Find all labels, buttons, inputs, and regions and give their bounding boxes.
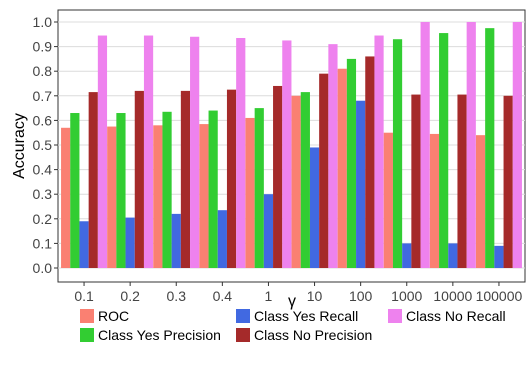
bar [208,110,218,268]
x-tick-label: 0.2 [120,288,140,304]
bar [190,36,200,269]
bar [217,210,227,268]
bar [236,37,246,268]
bar [134,90,144,268]
bar [374,35,384,268]
bar [180,90,191,268]
bar [254,108,264,268]
bar [273,85,283,269]
legend-label: Class Yes Recall [254,308,358,324]
x-axis: 0.1 0.2 0.3 0.4 1 10 100 1000 10000 100000 [74,282,523,304]
bar [383,132,393,268]
legend-label: Class No Precision [254,327,372,343]
y-tick-label: 0.3 [33,186,53,202]
legend-label: Class No Recall [406,308,506,324]
bar [291,95,301,268]
y-axis-title: Accuracy [11,113,28,179]
bar [88,92,98,268]
bar [439,33,449,268]
bar [475,135,486,268]
bar [79,221,89,268]
bar [263,194,274,268]
bar [309,147,320,268]
y-axis: 0.0 0.1 0.2 0.3 0.4 0.5 0.6 0.7 0.8 0.9 1.0 [33,14,58,276]
bars-group [61,22,522,269]
bar [245,117,255,268]
bar [300,92,310,268]
x-tick-label: 10 [307,288,323,304]
bar [356,100,366,268]
x-tick-label: 100 [349,288,373,304]
y-tick-label: 0.2 [33,211,53,227]
bar [392,39,403,268]
x-tick-label: 1 [265,288,273,304]
x-axis-title: γ [288,293,296,310]
y-tick-label: 0.8 [33,63,53,79]
y-tick-label: 0.6 [33,112,53,128]
bar [365,56,375,268]
bar [319,73,329,268]
bar [494,245,504,268]
legend-swatch [388,309,402,323]
bar [61,127,71,268]
y-tick-label: 0.7 [33,88,53,104]
bar [512,22,522,268]
bar [420,22,430,268]
bar [448,243,458,268]
bar [466,22,476,268]
bar [402,243,412,268]
bar [337,68,347,269]
legend-label: Class Yes Precision [98,327,221,343]
legend-swatch [80,328,94,342]
bar [429,133,440,268]
bar [346,58,357,269]
legend-swatch [236,328,250,342]
legend: ROC Class Yes Precision Class Yes Recall Cl… [80,308,506,343]
bar [226,89,237,269]
bar [116,113,126,269]
y-tick-label: 0.1 [33,235,53,251]
bar [503,95,513,268]
y-tick-label: 0.9 [33,39,53,55]
y-tick-label: 1.0 [33,14,53,30]
bar [70,113,80,269]
bar [328,44,338,268]
bar [143,35,154,268]
bar [199,124,209,268]
y-tick-label: 0.0 [33,260,53,276]
bar [162,111,172,268]
y-tick-label: 0.4 [33,162,53,178]
bar [171,213,181,268]
x-tick-label: 0.4 [213,288,233,304]
legend-swatch [236,309,250,323]
bar [107,126,117,268]
x-tick-label: 10000 [433,288,472,304]
legend-label: ROC [98,308,129,324]
legend-swatch [80,309,94,323]
x-tick-label: 0.3 [167,288,187,304]
bar [282,40,292,269]
y-tick-label: 0.5 [33,137,53,153]
bar [153,125,163,268]
bar [125,217,135,268]
bar [457,94,467,268]
x-tick-label: 100000 [476,288,523,304]
bar [97,35,108,268]
bar [485,28,495,269]
x-tick-label: 0.1 [74,288,94,304]
x-tick-label: 1000 [391,288,422,304]
bar [411,94,421,268]
